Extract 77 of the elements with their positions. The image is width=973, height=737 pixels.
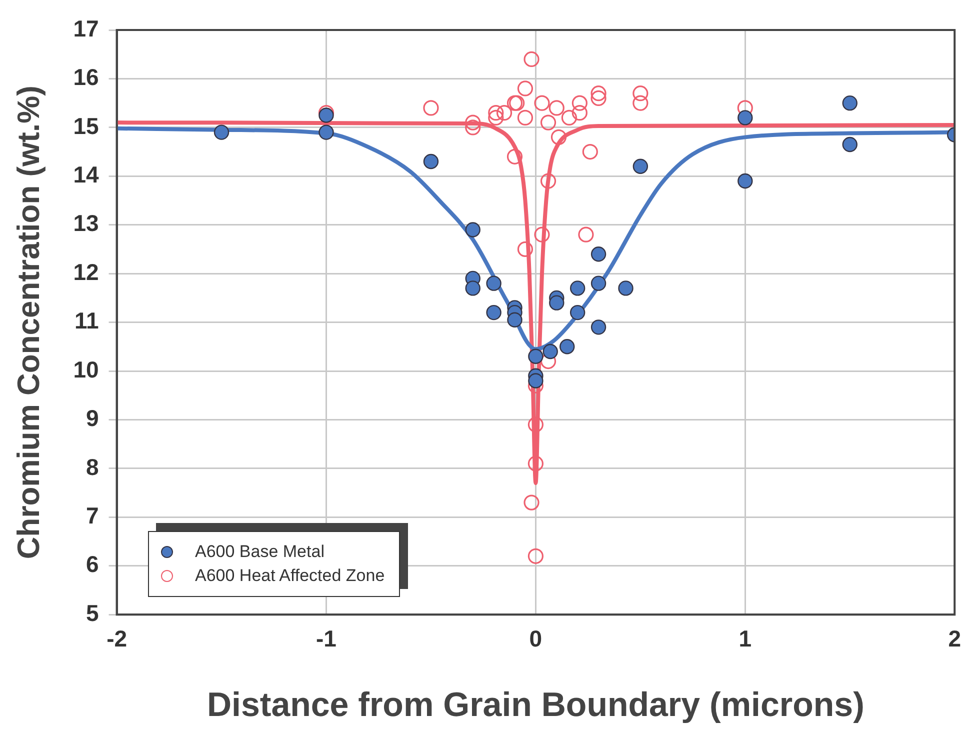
point bbox=[632, 158, 648, 174]
point bbox=[507, 312, 522, 328]
point bbox=[570, 280, 586, 296]
point bbox=[578, 226, 594, 242]
point bbox=[560, 339, 575, 354]
legend-label: A600 Base Metal bbox=[195, 542, 324, 562]
point bbox=[423, 154, 439, 170]
y-tick-label: 12 bbox=[73, 258, 99, 285]
legend-label: A600 Heat Affected Zone bbox=[195, 566, 385, 586]
point bbox=[632, 86, 648, 102]
y-tick-label: 5 bbox=[86, 600, 99, 626]
point bbox=[842, 95, 858, 111]
point bbox=[590, 86, 606, 102]
point bbox=[465, 222, 480, 238]
y-tick-label: 14 bbox=[73, 161, 99, 188]
x-tick-label: 2 bbox=[948, 626, 962, 652]
point bbox=[488, 110, 504, 126]
point bbox=[506, 148, 523, 164]
point bbox=[550, 129, 567, 145]
point bbox=[496, 105, 512, 121]
point bbox=[548, 100, 564, 116]
point bbox=[524, 494, 540, 510]
point bbox=[528, 548, 544, 564]
point bbox=[214, 124, 230, 140]
y-tick-label: 8 bbox=[86, 454, 99, 480]
point bbox=[738, 173, 753, 189]
point bbox=[540, 173, 556, 189]
point bbox=[488, 105, 504, 121]
point bbox=[465, 280, 480, 296]
point bbox=[738, 110, 753, 126]
point bbox=[549, 295, 564, 310]
point bbox=[528, 373, 544, 388]
point bbox=[572, 105, 588, 121]
point bbox=[590, 90, 606, 106]
point bbox=[486, 276, 502, 291]
point bbox=[842, 136, 858, 152]
point bbox=[618, 280, 634, 296]
point bbox=[534, 226, 550, 242]
y-tick-label: 9 bbox=[86, 405, 99, 432]
point bbox=[590, 320, 606, 335]
point bbox=[524, 51, 540, 68]
x-tick-label: -1 bbox=[316, 626, 337, 652]
point bbox=[528, 456, 544, 472]
point bbox=[540, 114, 556, 130]
y-tick-label: 11 bbox=[74, 308, 99, 334]
point bbox=[528, 416, 544, 432]
point bbox=[528, 348, 544, 364]
point bbox=[542, 344, 558, 360]
y-axis-title: Chromium Concentration (wt.%) bbox=[11, 85, 46, 560]
point bbox=[561, 110, 578, 126]
y-tick-label: 10 bbox=[73, 356, 99, 382]
point bbox=[582, 144, 598, 160]
x-tick-label: -2 bbox=[106, 626, 128, 652]
y-tick-label: 16 bbox=[73, 64, 99, 90]
y-tick-label: 7 bbox=[86, 502, 99, 529]
x-tick-label: 0 bbox=[529, 626, 542, 652]
point bbox=[486, 304, 502, 320]
point bbox=[465, 114, 481, 130]
point bbox=[540, 353, 556, 370]
y-tick-label: 13 bbox=[73, 210, 99, 236]
y-tick-label: 17 bbox=[73, 15, 99, 42]
point bbox=[318, 124, 334, 140]
x-axis-title: Distance from Grain Boundary (microns) bbox=[206, 686, 864, 724]
point bbox=[570, 304, 586, 320]
x-tick-label: 1 bbox=[738, 626, 752, 652]
point bbox=[590, 246, 606, 262]
point bbox=[590, 276, 606, 291]
point bbox=[517, 110, 534, 126]
point bbox=[465, 120, 481, 136]
point bbox=[534, 95, 550, 111]
point bbox=[517, 241, 534, 258]
point bbox=[572, 95, 588, 111]
point bbox=[423, 100, 439, 116]
point bbox=[632, 95, 648, 111]
y-tick-label: 15 bbox=[73, 112, 99, 139]
point bbox=[517, 80, 534, 96]
y-tick-label: 6 bbox=[86, 551, 99, 578]
